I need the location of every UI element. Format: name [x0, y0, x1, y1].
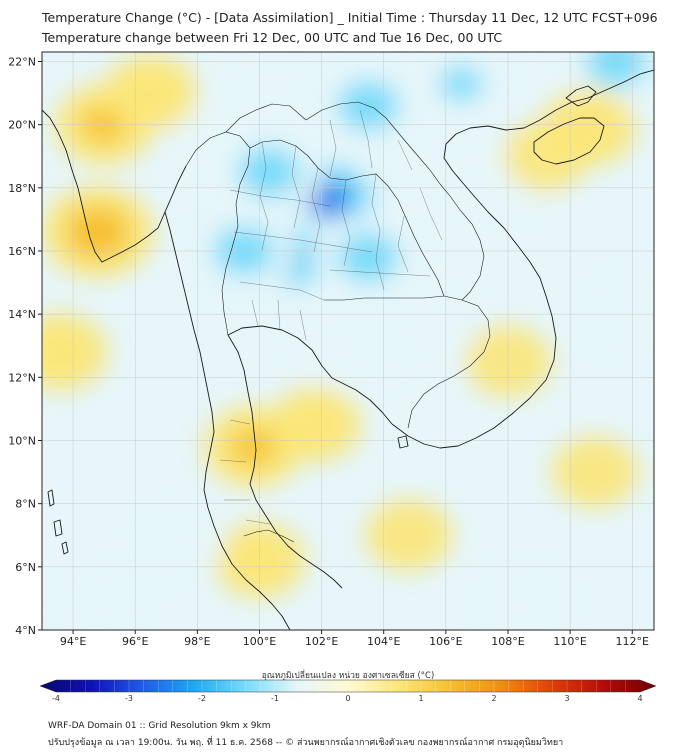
lon-tick-label: 102°E [305, 635, 338, 648]
province-lines-laos [329, 109, 443, 241]
province-lines-central [239, 281, 325, 341]
anomaly-blob [311, 187, 344, 214]
lon-tick-label: 96°E [122, 635, 148, 648]
colorbar-ticks: -4 -3 -2 -1 0 1 2 3 4 [52, 694, 643, 703]
coastline-peninsula-west [203, 489, 291, 630]
lat-tick-label: 22°N [8, 55, 36, 68]
political-borders [185, 101, 491, 543]
lat-tick-label: 4°N [15, 624, 36, 637]
province-lines-south [219, 419, 271, 525]
anomaly-blob [503, 121, 588, 191]
colorbar-tick-label: -2 [198, 694, 206, 703]
border-cambodia-vietnam [407, 351, 485, 429]
lat-tick-label: 12°N [8, 371, 36, 384]
lon-tick-label: 112°E [616, 635, 649, 648]
coastline-gulf-of-thailand-west [227, 334, 343, 589]
colorbar-tick-label: 0 [345, 694, 350, 703]
border-myanmar-laos-china [225, 103, 307, 133]
lat-tick-label: 10°N [8, 434, 36, 447]
lat-tick-label: 14°N [8, 308, 36, 321]
colorbar-tick-label: 1 [418, 694, 423, 703]
axis-ticks: 22°N 20°N 18°N 16°N 14°N 12°N 10°N 8°N 6°N 4°N 94°… [8, 55, 649, 648]
colorbar-tick-label: 4 [637, 694, 642, 703]
province-borders [219, 109, 443, 525]
border-myanmar-thailand [185, 131, 251, 336]
chart-subtitle: Temperature change between Fri 12 Dec, 0… [42, 30, 503, 45]
coastline-cambodia-vietnam [391, 69, 654, 449]
anomaly-blob [438, 64, 484, 103]
anomaly-blob [308, 322, 366, 369]
colorbar-tick-label: 2 [491, 694, 496, 703]
colorbar-tick-label: -4 [52, 694, 60, 703]
province-lines-northeast [329, 173, 431, 291]
anomaly-blob [348, 241, 388, 274]
lon-tick-label: 100°E [243, 635, 276, 648]
anomaly-blob [246, 60, 304, 107]
anomaly-blob [597, 52, 637, 78]
colorbar-tick-label: -1 [271, 694, 279, 703]
colorbar-tick-label: -3 [125, 694, 133, 703]
lat-tick-label: 16°N [8, 245, 36, 258]
coastline-phu-quoc [397, 435, 409, 449]
anomaly-blob [482, 574, 565, 630]
lon-tick-label: 110°E [553, 635, 586, 648]
lon-tick-label: 106°E [429, 635, 462, 648]
border-thailand-cambodia [324, 295, 491, 353]
temperature-field [42, 52, 654, 630]
border-thailand-laos [249, 139, 445, 297]
coastline-hainan [533, 117, 605, 165]
anomaly-blob [401, 312, 460, 361]
map-gridlines [42, 52, 654, 630]
footer-model-info: WRF-DA Domain 01 :: Grid Resolution 9km … [48, 721, 271, 731]
lon-tick-label: 108°E [491, 635, 524, 648]
lat-tick-label: 20°N [8, 119, 36, 132]
colorbar-bands [70, 680, 626, 692]
footer-update-info: ปรับปรุงข้อมูล ณ เวลา 19:00น. วัน พฤ. ที… [48, 738, 564, 748]
lat-tick-label: 18°N [8, 182, 36, 195]
coastline-andaman-islands [47, 489, 69, 555]
anomaly-blob [78, 216, 118, 249]
anomaly-blob [249, 156, 289, 189]
coastline-myanmar-west [42, 109, 187, 263]
anomaly-blob [365, 499, 452, 571]
anomaly-blob [57, 577, 139, 630]
border-thailand-malaysia [243, 529, 295, 543]
lon-tick-label: 98°E [184, 635, 210, 648]
lon-tick-label: 94°E [60, 635, 86, 648]
anomaly-blob [551, 436, 639, 508]
map-frame [41, 51, 655, 631]
coastline-leizhou [565, 85, 597, 107]
anomaly-blob [121, 69, 180, 117]
anomaly-blob [139, 506, 224, 577]
province-lines-north [229, 141, 373, 253]
chart-title: Temperature Change (°C) - [Data Assimila… [42, 10, 658, 25]
coastline-gulf-of-thailand-north [227, 325, 393, 425]
coastlines [42, 69, 654, 630]
colorbar-title: อุณหภูมิเปลี่ยนแปลง หน่วย องศาเซลเซียส (… [262, 669, 435, 681]
colorbar-tick-label: 3 [564, 694, 569, 703]
border-laos-vietnam [305, 101, 485, 301]
anomaly-blob [42, 328, 90, 376]
colorbar: อุณหภูมิเปลี่ยนแปลง หน่วย องศาเซลเซียส (… [39, 669, 657, 703]
anomaly-blob [231, 428, 276, 465]
anomaly-blob [287, 401, 344, 448]
coastline-myanmar-tenasserim [164, 211, 215, 491]
lat-tick-label: 6°N [15, 561, 36, 574]
lon-tick-label: 104°E [367, 635, 400, 648]
lat-tick-label: 8°N [15, 498, 36, 511]
